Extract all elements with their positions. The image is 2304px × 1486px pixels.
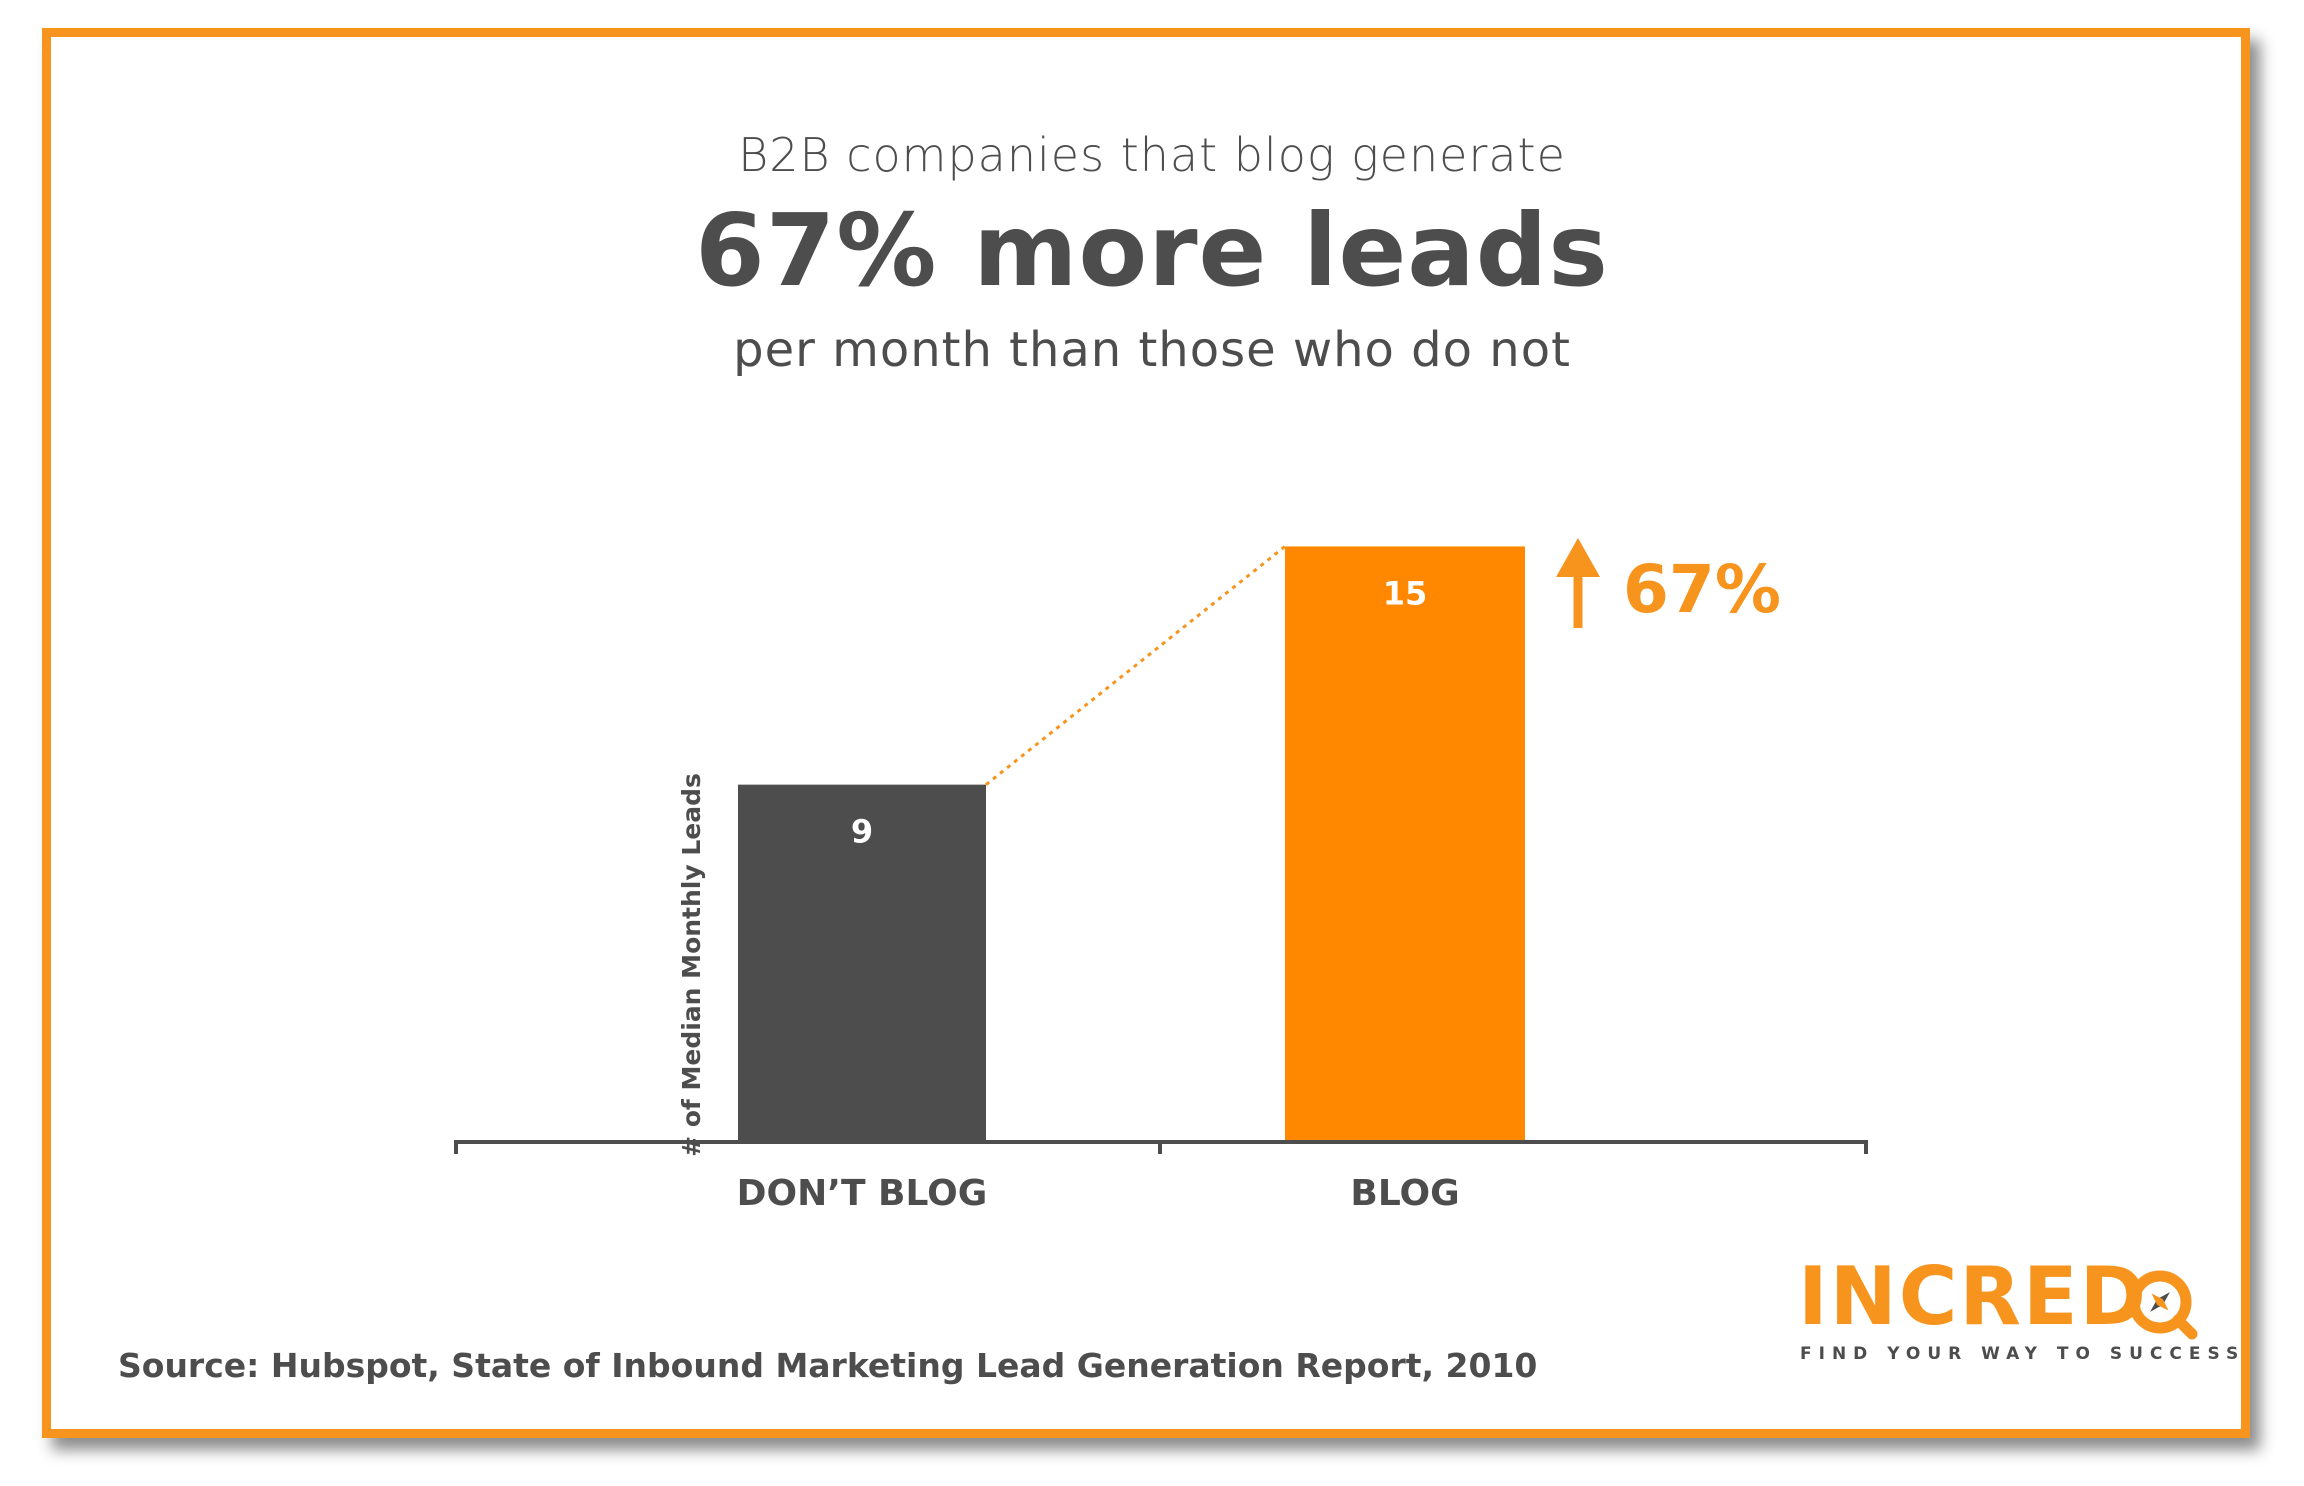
y-axis-label: # of Median Monthly Leads bbox=[677, 773, 706, 1157]
compass-logo-icon bbox=[2128, 1270, 2198, 1340]
category-label: BLOG bbox=[1350, 1173, 1459, 1214]
headline-tail: per month than those who do not bbox=[733, 322, 1571, 378]
bar-1 bbox=[738, 784, 986, 1142]
headline-intro: B2B companies that blog generate bbox=[738, 128, 1566, 182]
logo-wordmark: INCREDO bbox=[1798, 1250, 2149, 1343]
category-label: DON’T BLOG bbox=[737, 1173, 988, 1214]
arrow-up-icon bbox=[1556, 538, 1600, 577]
infographic-frame bbox=[42, 28, 2250, 1438]
source-note: Source: Hubspot, State of Inbound Market… bbox=[118, 1346, 1538, 1385]
logo-tagline: FIND YOUR WAY TO SUCCESS bbox=[1800, 1344, 2246, 1364]
bar-2 bbox=[1285, 546, 1525, 1142]
growth-connector bbox=[985, 545, 1286, 786]
headline-main: 67% more leads bbox=[695, 192, 1609, 309]
bar-value-label: 9 bbox=[851, 813, 873, 851]
growth-annotation: 67% bbox=[1623, 551, 1781, 628]
bar-value-label: 15 bbox=[1383, 574, 1428, 612]
